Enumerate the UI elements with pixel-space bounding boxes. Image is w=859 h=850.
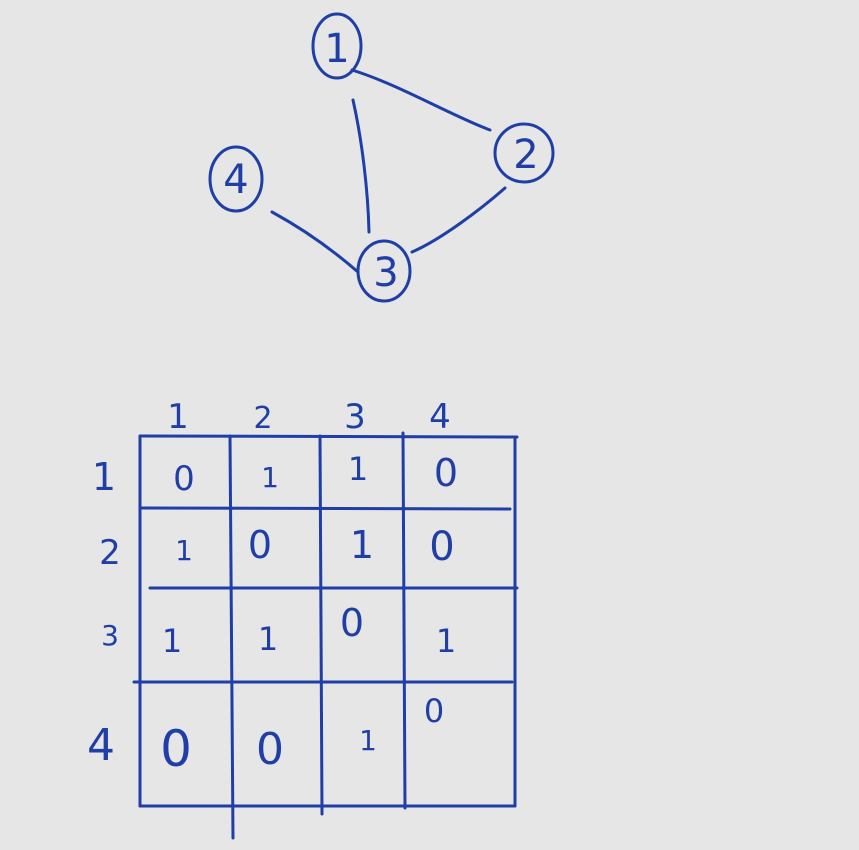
node-label: 3 — [373, 250, 398, 296]
grid-line-row-1 — [140, 506, 512, 511]
matrix-column-headers: 1 2 3 4 — [167, 397, 451, 437]
column-header-3: 3 — [344, 397, 366, 437]
node-label: 1 — [324, 26, 349, 72]
edge-1-2 — [350, 68, 492, 132]
matrix-cell: 0 — [248, 523, 272, 567]
node-circle — [208, 145, 264, 213]
matrix-cell: 0 — [424, 692, 444, 730]
node-label: 4 — [223, 157, 248, 203]
graph-node-3: 3 — [356, 239, 412, 303]
graph-nodes: 1 2 3 4 — [208, 12, 555, 303]
node-circle — [311, 12, 363, 80]
matrix-cell: 1 — [436, 622, 456, 660]
graph-node-2: 2 — [493, 122, 555, 184]
graph-edges — [270, 68, 507, 274]
edge-4-3 — [270, 210, 360, 274]
matrix-cell: 0 — [256, 724, 284, 775]
column-header-2: 2 — [253, 401, 272, 436]
node-circle — [356, 239, 412, 303]
matrix-cell: 1 — [350, 523, 374, 567]
matrix-cell: 1 — [162, 622, 182, 660]
matrix-cell: 1 — [359, 724, 377, 757]
column-header-1: 1 — [167, 397, 189, 437]
matrix-cell: 0 — [429, 524, 454, 570]
matrix-cell: 1 — [261, 461, 279, 494]
row-header-1: 1 — [92, 455, 116, 499]
grid-line-col-3 — [401, 431, 407, 810]
row-header-4: 4 — [87, 720, 115, 771]
column-header-4: 4 — [429, 397, 451, 437]
node-circle — [493, 122, 555, 184]
grid-line-col-2 — [318, 434, 324, 816]
matrix-cell: 0 — [434, 451, 458, 495]
matrix-cell: 1 — [175, 534, 193, 567]
row-header-3: 3 — [101, 619, 119, 652]
matrix-grid — [132, 431, 519, 840]
matrix-cell: 1 — [258, 620, 278, 658]
matrix-cell: 0 — [340, 601, 364, 645]
node-label: 2 — [513, 132, 538, 178]
graph-node-4: 4 — [208, 145, 264, 213]
grid-line-col-1 — [228, 434, 235, 840]
matrix-cell: 0 — [160, 720, 192, 778]
grid-line-top — [138, 434, 519, 439]
edge-1-3 — [351, 98, 371, 234]
graph-node-1: 1 — [311, 12, 363, 80]
matrix-cell: 1 — [348, 450, 368, 488]
matrix-cell: 0 — [173, 459, 195, 499]
matrix-row-headers: 1 2 3 4 — [87, 455, 121, 771]
edge-2-3 — [410, 186, 507, 254]
matrix-cells: 0 1 1 0 1 0 1 0 1 1 0 1 0 0 1 0 — [160, 450, 458, 778]
row-header-2: 2 — [99, 533, 121, 573]
